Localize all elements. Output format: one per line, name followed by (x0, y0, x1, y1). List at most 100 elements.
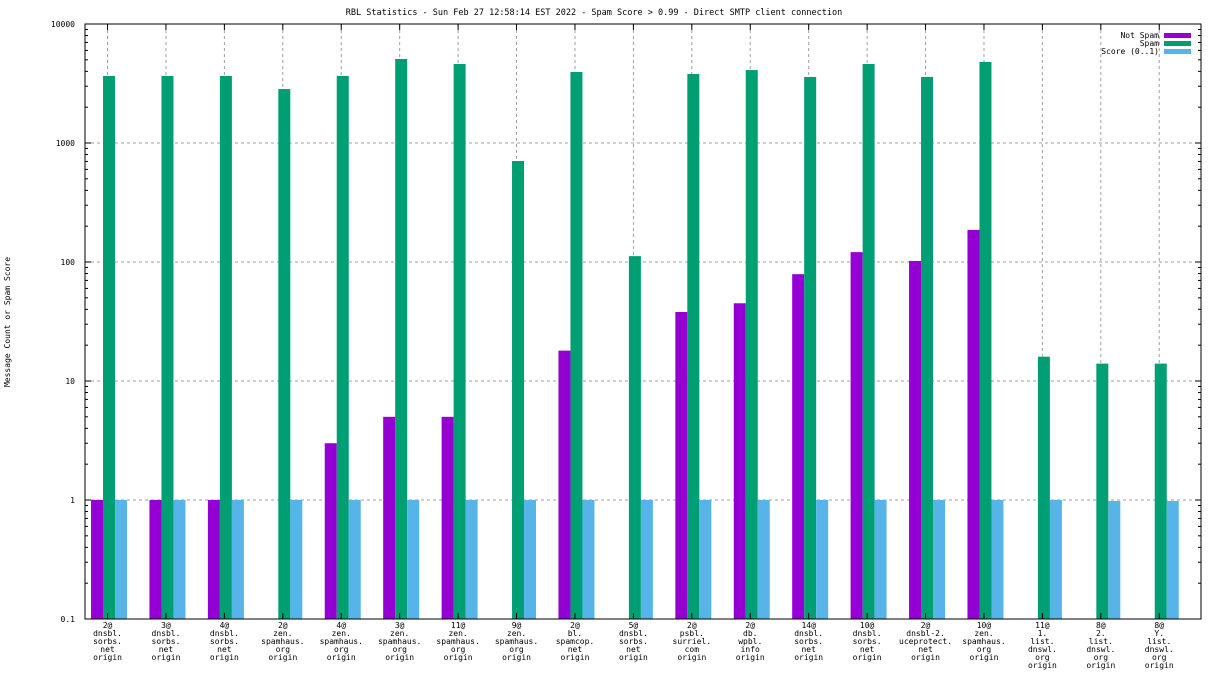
x-tick-label-line: dnswl. (1145, 645, 1174, 654)
bar-spam (570, 72, 583, 619)
x-tick-label-line: zen. (507, 629, 526, 638)
x-tick-label: 2@ dnsbl-2. uceprotect. net origin (899, 621, 952, 662)
x-tick-label: 2@ zen. spamhaus. org origin (261, 621, 304, 662)
x-tick-label-line: zen. (448, 629, 467, 638)
x-tick-label-line: info (741, 645, 760, 654)
x-tick-label-line: origin (1145, 661, 1174, 670)
legend-swatch (1164, 49, 1191, 54)
x-tick-label-line: spamhaus. (962, 637, 1005, 646)
y-tick-label: 1 (70, 496, 75, 505)
y-tick-label: 1000 (56, 139, 75, 148)
x-tick-label-line: uceprotect. (899, 637, 952, 646)
x-tick-label: 11@ zen. spamhaus. org origin (436, 621, 479, 662)
bar-spam (336, 75, 349, 620)
bars (91, 59, 1179, 620)
bar-spam (862, 64, 875, 619)
x-tick-label-line: sorbs. (210, 637, 239, 646)
bar-score-0-1 (407, 500, 420, 619)
x-tick-label-line: 11@ (451, 621, 466, 630)
x-tick-label-line: 14@ (801, 621, 816, 630)
x-tick-label-line: 2@ (687, 621, 697, 630)
x-tick-label-line: net (568, 645, 583, 654)
legend-label: Spam (1140, 39, 1159, 48)
bar-score-0-1 (1166, 501, 1179, 619)
bar-not-spam (792, 274, 805, 619)
x-tick-label-line: origin (385, 653, 414, 662)
x-tick-label-line: 10@ (977, 621, 992, 630)
x-tick-label-line: 2. (1096, 629, 1106, 638)
x-tick-label-line: dnsbl. (210, 629, 239, 638)
y-tick-label: 10000 (51, 20, 75, 29)
x-tick-label-line: 3@ (161, 621, 171, 630)
x-tick-label-line: 4@ (220, 621, 230, 630)
x-tick-label-line: dnsbl-2. (906, 629, 945, 638)
x-tick-label-line: origin (970, 653, 999, 662)
x-tick-label-line: psbl. (680, 629, 704, 638)
x-tick-label-line: 5@ (629, 621, 639, 630)
bar-score-0-1 (524, 500, 537, 619)
x-tick-label-line: dnswl. (1086, 645, 1115, 654)
x-tick-label: 14@ dnsbl. sorbs. net origin (794, 621, 823, 662)
chart-title: RBL Statistics - Sun Feb 27 12:58:14 EST… (346, 8, 842, 18)
x-tick-label-line: bl. (568, 629, 582, 638)
bar-spam (1037, 356, 1050, 619)
x-tick-label-line: origin (619, 653, 648, 662)
x-tick-label-line: org (334, 645, 349, 654)
bar-not-spam (441, 416, 454, 619)
x-tick-label-line: origin (1028, 661, 1057, 670)
bar-spam (453, 64, 466, 619)
x-tick-label-line: 2@ (278, 621, 288, 630)
x-tick-label-line: origin (210, 653, 239, 662)
bar-spam (219, 75, 232, 620)
x-tick-label-line: net (626, 645, 641, 654)
x-tick-label-line: origin (268, 653, 297, 662)
bar-score-0-1 (1049, 500, 1062, 619)
y-tick-label: 10 (65, 377, 75, 386)
x-tick-label: 11@ 1. list. dnswl. org origin (1028, 621, 1057, 670)
bar-spam (804, 76, 817, 619)
bar-score-0-1 (699, 500, 712, 619)
bar-not-spam (733, 303, 746, 619)
bar-score-0-1 (348, 500, 361, 619)
x-tick-label-line: wpbl. (738, 637, 762, 646)
x-tick-label: 9@ zen. spamhaus. org origin (495, 621, 538, 662)
x-tick-label-line: dnswl. (1028, 645, 1057, 654)
x-tick-label-line: org (1152, 653, 1167, 662)
x-tick-label: 3@ dnsbl. sorbs. net origin (152, 621, 181, 662)
x-tick-label-line: sorbs. (152, 637, 181, 646)
axis-ticks (85, 23, 1201, 620)
x-tick-label-line: 9@ (512, 621, 522, 630)
x-tick-label-line: sorbs. (93, 637, 122, 646)
bar-spam (103, 75, 116, 620)
x-tick-label-line: dnsbl. (152, 629, 181, 638)
x-tick-label-line: Y. (1154, 629, 1164, 638)
x-tick-label-line: spamhaus. (320, 637, 363, 646)
y-tick-label: 0.1 (61, 615, 76, 624)
x-tick-label-line: 1. (1038, 629, 1048, 638)
x-tick-label-line: spamhaus. (378, 637, 421, 646)
x-tick-label-line: 2@ (745, 621, 755, 630)
bar-score-0-1 (1108, 501, 1121, 619)
x-tick-label-line: origin (444, 653, 473, 662)
bar-score-0-1 (640, 500, 653, 619)
bar-spam (278, 89, 291, 619)
x-tick-label-line: surriel. (673, 637, 712, 646)
x-tick-label-line: origin (502, 653, 531, 662)
x-tick-label-line: dnsbl. (619, 629, 648, 638)
x-tick-label-line: spamhaus. (436, 637, 479, 646)
x-tick-label-line: list. (1030, 637, 1054, 646)
x-tick-label-line: org (509, 645, 524, 654)
bar-score-0-1 (582, 500, 595, 619)
x-tick-label-line: 3@ (395, 621, 405, 630)
bar-not-spam (558, 350, 571, 619)
x-tick-label-line: org (1094, 653, 1109, 662)
x-tick-label-line: origin (561, 653, 590, 662)
bar-score-0-1 (231, 500, 244, 619)
bar-not-spam (967, 229, 980, 619)
x-tick-label-line: origin (93, 653, 122, 662)
bar-spam (628, 256, 641, 619)
bar-spam (512, 160, 525, 619)
bar-score-0-1 (757, 500, 770, 619)
